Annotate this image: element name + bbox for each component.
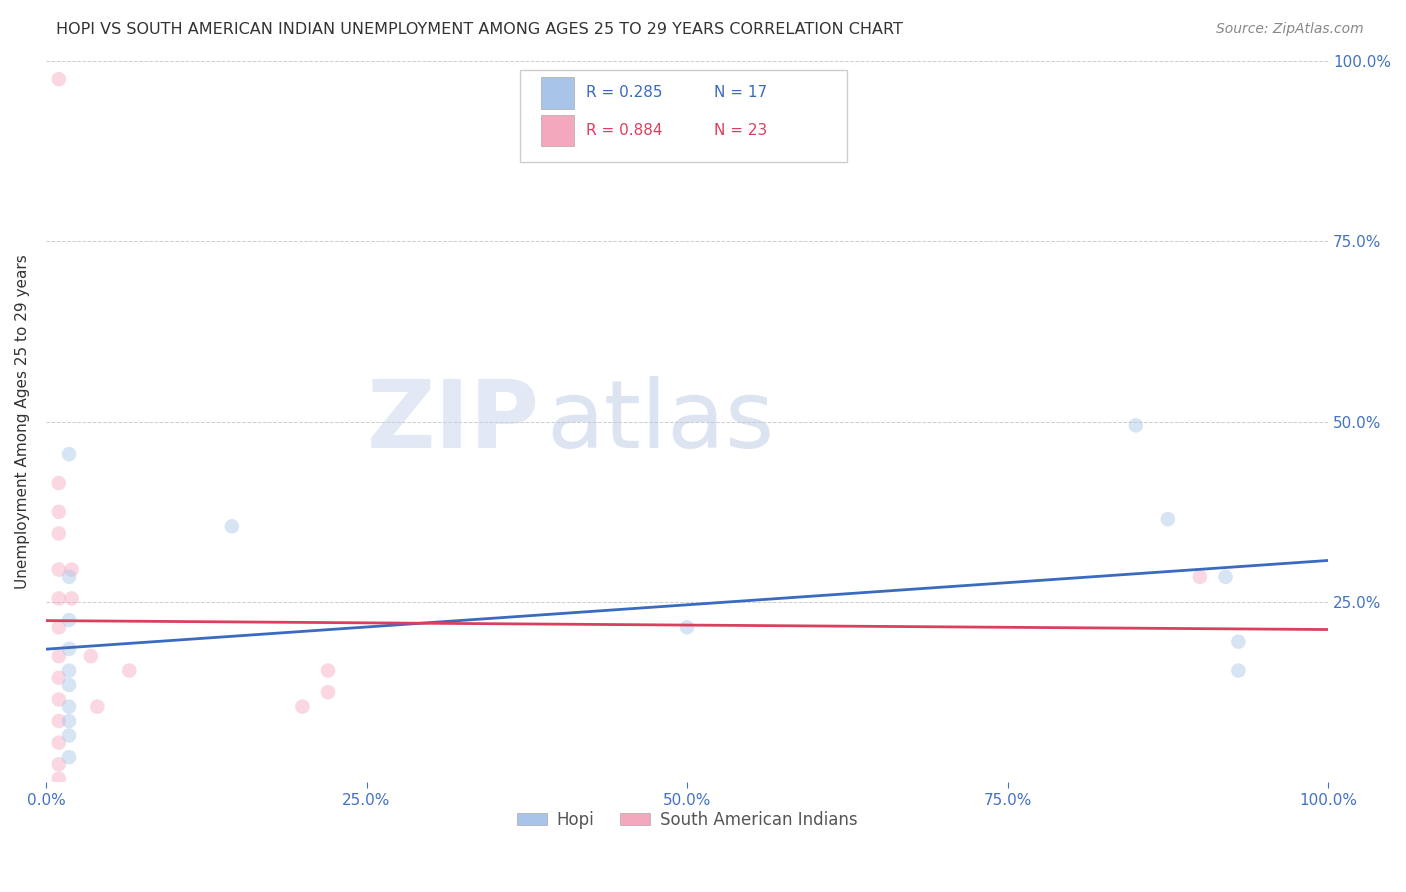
Point	[48, 591, 70, 606]
Point	[676, 620, 699, 634]
Point	[58, 570, 80, 584]
FancyBboxPatch shape	[541, 114, 574, 146]
Point	[1188, 570, 1211, 584]
Point	[118, 664, 141, 678]
Point	[1125, 418, 1147, 433]
Point	[48, 692, 70, 706]
Point	[48, 620, 70, 634]
Text: N = 17: N = 17	[714, 86, 768, 101]
Point	[48, 526, 70, 541]
FancyBboxPatch shape	[520, 70, 848, 162]
Point	[86, 699, 108, 714]
Point	[48, 563, 70, 577]
Point	[48, 772, 70, 786]
Text: ZIP: ZIP	[367, 376, 540, 467]
Point	[58, 447, 80, 461]
Point	[58, 714, 80, 728]
Point	[1157, 512, 1180, 526]
Point	[60, 563, 83, 577]
Point	[291, 699, 314, 714]
Point	[60, 591, 83, 606]
Point	[80, 649, 103, 664]
Point	[316, 664, 339, 678]
Point	[48, 757, 70, 772]
Text: R = 0.285: R = 0.285	[586, 86, 662, 101]
Point	[58, 641, 80, 656]
Point	[221, 519, 243, 533]
Point	[1227, 664, 1250, 678]
Point	[58, 664, 80, 678]
Point	[48, 72, 70, 87]
Point	[48, 671, 70, 685]
Point	[48, 736, 70, 750]
Point	[1227, 634, 1250, 648]
Point	[48, 714, 70, 728]
Point	[58, 729, 80, 743]
Point	[1215, 570, 1237, 584]
Point	[316, 685, 339, 699]
Text: N = 23: N = 23	[714, 123, 768, 138]
FancyBboxPatch shape	[541, 77, 574, 109]
Point	[48, 649, 70, 664]
Point	[48, 505, 70, 519]
Legend: Hopi, South American Indians: Hopi, South American Indians	[510, 804, 863, 835]
Point	[58, 678, 80, 692]
Point	[58, 699, 80, 714]
Point	[48, 476, 70, 491]
Point	[58, 750, 80, 764]
Text: R = 0.884: R = 0.884	[586, 123, 662, 138]
Point	[58, 613, 80, 627]
Y-axis label: Unemployment Among Ages 25 to 29 years: Unemployment Among Ages 25 to 29 years	[15, 254, 30, 589]
Text: atlas: atlas	[546, 376, 775, 467]
Text: HOPI VS SOUTH AMERICAN INDIAN UNEMPLOYMENT AMONG AGES 25 TO 29 YEARS CORRELATION: HOPI VS SOUTH AMERICAN INDIAN UNEMPLOYME…	[56, 22, 903, 37]
Text: Source: ZipAtlas.com: Source: ZipAtlas.com	[1216, 22, 1364, 37]
